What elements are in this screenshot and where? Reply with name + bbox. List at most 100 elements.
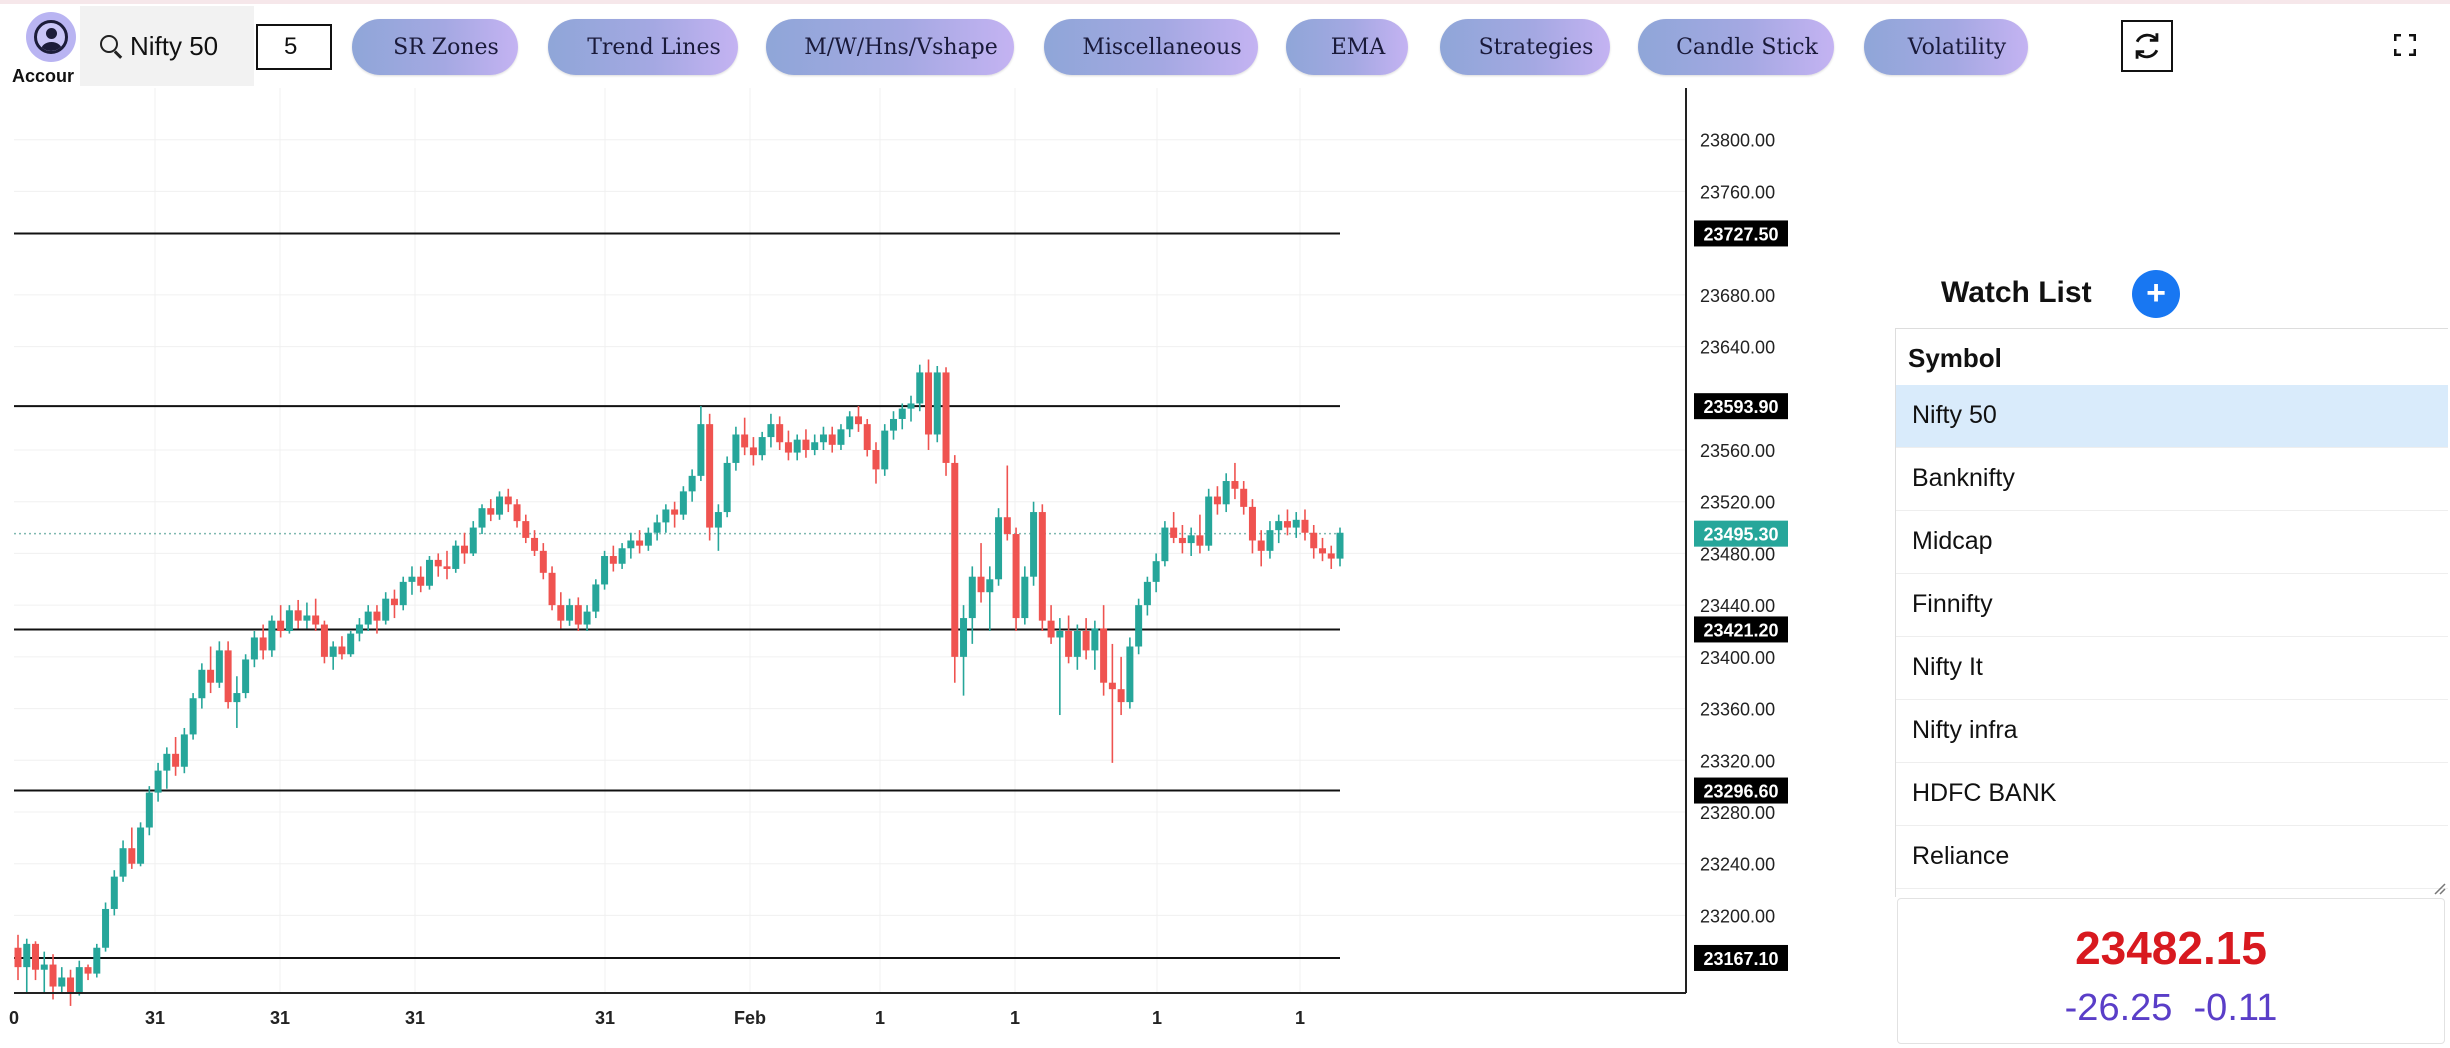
sr-level-label: 23727.50 [1703, 224, 1778, 244]
candle [294, 599, 302, 629]
y-tick-label: 23480.00 [1700, 544, 1775, 564]
refresh-icon [2135, 33, 2159, 59]
candle [461, 532, 469, 564]
y-tick-label: 23360.00 [1700, 700, 1775, 720]
watchlist-item[interactable]: Nifty It [1896, 637, 2448, 700]
watchlist-table: Symbol Nifty 50 Banknifty Midcap Finnift… [1895, 328, 2448, 897]
candle [452, 540, 460, 573]
tool-button-ema[interactable]: EMA [1286, 19, 1408, 75]
candle [828, 426, 836, 453]
refresh-button[interactable] [2121, 20, 2173, 72]
candle [1117, 656, 1125, 716]
candle [373, 605, 381, 634]
candle [609, 545, 617, 572]
watchlist-item[interactable]: Finnifty [1896, 574, 2448, 637]
x-tick-label: 1 [1010, 1008, 1020, 1028]
watchlist-item[interactable]: HDFC BANK [1896, 763, 2448, 826]
candle [1047, 605, 1055, 644]
candle [110, 870, 118, 916]
candle [49, 954, 57, 1000]
candle [1327, 545, 1335, 569]
candle [1266, 521, 1274, 559]
watchlist-item[interactable]: Nifty infra [1896, 700, 2448, 763]
y-tick-label: 23400.00 [1700, 648, 1775, 668]
candle [14, 934, 22, 981]
search-value[interactable]: Nifty 50 [130, 30, 219, 61]
tool-button-trend-lines[interactable]: Trend Lines [548, 19, 738, 75]
y-tick-label: 23440.00 [1700, 596, 1775, 616]
candle [1143, 576, 1151, 616]
candle [898, 403, 906, 430]
candle [417, 566, 425, 593]
candle [478, 504, 486, 535]
tool-button-candle-stick[interactable]: Candle Stick [1638, 19, 1834, 75]
x-tick-label: 0 [9, 1008, 19, 1028]
candle [872, 442, 880, 484]
current-price-tag [1694, 520, 1788, 547]
symbol-search[interactable]: Nifty 50 [80, 6, 254, 86]
candle [137, 822, 145, 867]
y-tick-label: 23560.00 [1700, 441, 1775, 461]
watchlist-item[interactable]: Reliance [1896, 826, 2448, 889]
candle [1248, 499, 1256, 554]
candle [102, 902, 110, 952]
candle [592, 579, 600, 619]
candle [172, 737, 180, 776]
sr-level-tag [1694, 393, 1788, 420]
fullscreen-icon [2393, 33, 2417, 57]
watchlist-item[interactable]: Nifty 50 [1896, 385, 2448, 448]
candle [960, 605, 968, 696]
candle [1038, 504, 1046, 631]
candle [714, 504, 722, 551]
tool-button-miscellaneous[interactable]: Miscellaneous [1044, 19, 1258, 75]
candle [443, 550, 451, 580]
add-symbol-button[interactable]: + [2132, 270, 2180, 318]
candle [242, 654, 250, 699]
candle [1003, 465, 1011, 541]
candle [1275, 514, 1283, 544]
account-button[interactable]: Accour [0, 6, 80, 90]
price-change: -26.25 -0.11 [1898, 987, 2444, 1030]
tool-button-strategies[interactable]: Strategies [1440, 19, 1610, 75]
candle [207, 646, 215, 694]
symbol-column-header: Symbol [1896, 329, 2448, 386]
tool-button-sr-zones[interactable]: SR Zones [352, 19, 518, 75]
candle [1161, 521, 1169, 567]
tool-button-patterns[interactable]: M/W/Hns/Vshape [766, 19, 1014, 75]
candle [259, 624, 267, 660]
watchlist-item[interactable]: Midcap [1896, 511, 2448, 574]
y-tick-label: 23640.00 [1700, 338, 1775, 358]
sr-level-tag [1694, 777, 1788, 804]
candle [601, 550, 609, 590]
plus-icon: + [2146, 274, 2166, 312]
candle [758, 431, 766, 461]
x-tick-label: 1 [875, 1008, 885, 1028]
candle [933, 365, 941, 443]
candle [434, 553, 442, 577]
x-tick-label: 31 [145, 1008, 165, 1028]
candlestick-chart[interactable]: 23200.00 23240.00 23280.00 23320.00 23360.00… [0, 88, 1800, 1048]
candle [671, 501, 679, 528]
candle [653, 514, 661, 541]
watchlist-item[interactable]: Banknifty [1896, 448, 2448, 511]
candle [1178, 524, 1186, 554]
resize-handle-icon[interactable] [2432, 881, 2446, 895]
candle [1292, 512, 1300, 538]
candle [531, 530, 539, 557]
candle [968, 566, 976, 644]
candle [189, 693, 197, 740]
fullscreen-button[interactable] [2393, 33, 2417, 57]
y-tick-label: 23240.00 [1700, 855, 1775, 875]
tool-button-volatility[interactable]: Volatility [1864, 19, 2028, 75]
candle [1065, 615, 1073, 664]
candle [469, 521, 477, 557]
interval-input[interactable]: 5 [256, 24, 332, 70]
candle [819, 426, 827, 450]
candle [548, 566, 556, 611]
candle [636, 530, 644, 554]
candle [58, 967, 66, 993]
candle [233, 676, 241, 728]
candle [1187, 527, 1195, 557]
candle [1091, 620, 1099, 670]
account-circle-icon[interactable] [26, 12, 76, 62]
